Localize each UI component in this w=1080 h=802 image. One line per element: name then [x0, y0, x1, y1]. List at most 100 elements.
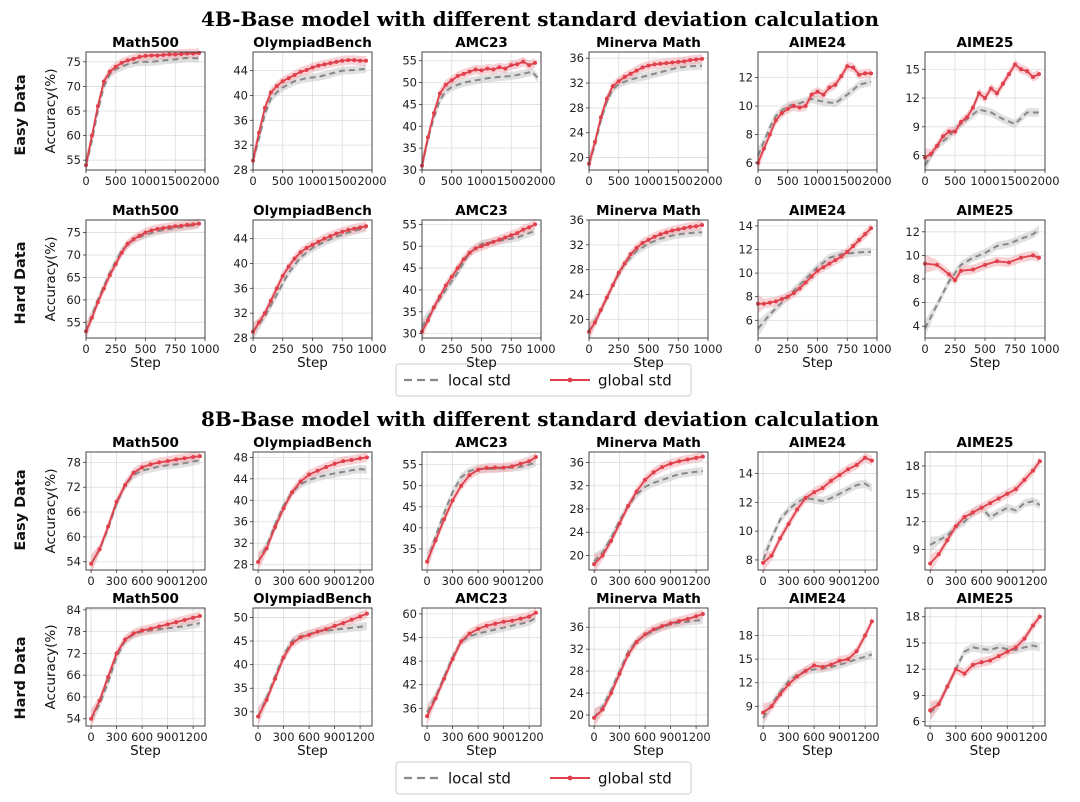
panel-title: AMC23: [455, 203, 508, 219]
data-point-global: [936, 552, 941, 557]
data-point-global: [479, 244, 484, 249]
y-tick-label: 6: [913, 296, 920, 310]
data-point-global: [501, 465, 506, 470]
y-tick-label: 15: [905, 62, 920, 76]
data-point-global: [340, 58, 345, 63]
x-tick-label: 1500: [328, 174, 357, 188]
data-point-global: [604, 96, 609, 101]
data-point-global: [604, 295, 609, 300]
data-point-global: [113, 64, 118, 69]
x-tick-label: 600: [298, 730, 320, 744]
x-tick-label: 0: [418, 342, 425, 356]
data-point-global: [592, 320, 597, 325]
x-tick-label: 250: [272, 342, 294, 356]
panel-amc23-easy: 0 300 600 900 1200 35 40 45 50 55 AMC23: [402, 435, 543, 588]
data-point-global: [869, 71, 874, 76]
data-point-global: [518, 616, 523, 621]
data-point-global: [676, 59, 681, 64]
x-axis-label: Step: [297, 355, 328, 371]
data-point-global: [264, 698, 269, 703]
data-point-global: [493, 621, 498, 626]
data-point-global: [437, 294, 442, 299]
data-point-global: [609, 691, 614, 696]
data-point-global: [161, 52, 166, 57]
data-point-global: [149, 53, 154, 58]
data-point-global: [316, 63, 321, 68]
data-point-global: [700, 454, 705, 459]
data-point-global: [503, 235, 508, 240]
y-tick-label: 45: [233, 634, 248, 648]
x-tick-label: 250: [777, 342, 799, 356]
data-point-global: [497, 65, 502, 70]
panel-title: Math500: [112, 591, 179, 607]
x-tick-label: 1000: [862, 342, 891, 356]
data-point-global: [533, 455, 538, 460]
data-point-global: [1031, 74, 1035, 79]
data-point-global: [1013, 62, 1017, 67]
data-point-global: [165, 622, 170, 627]
data-point-global: [455, 266, 460, 271]
data-point-global: [846, 467, 851, 472]
y-tick-label: 54: [402, 631, 417, 645]
data-point-global: [677, 459, 682, 464]
global-std-band: [422, 219, 536, 341]
data-point-global: [833, 258, 838, 263]
data-point-global: [622, 74, 627, 79]
x-tick-label: 750: [164, 342, 186, 356]
x-tick-label: 900: [324, 730, 346, 744]
data-point-global: [123, 483, 128, 488]
data-point-global: [1022, 477, 1027, 482]
y-tick-label: 10: [738, 524, 753, 538]
data-point-global: [274, 286, 279, 291]
panel-math500-easy: 0 500 1000 1500 2000 55 60 65 70 75 Math500 Accurac…: [43, 35, 220, 188]
y-tick-label: 65: [66, 104, 81, 118]
plot-frame: [421, 607, 542, 727]
x-axis-label: Step: [970, 743, 1001, 759]
x-tick-label: 500: [272, 174, 294, 188]
data-point-global: [167, 225, 172, 230]
data-point-global: [821, 92, 826, 97]
panel-aime25-hard: 0 300 600 900 1200 6 9 12 15 18 AIME25 Step: [905, 591, 1047, 759]
panel-title: Minerva Math: [596, 435, 701, 451]
panel-title: Math500: [112, 203, 179, 219]
data-point-global: [332, 623, 337, 628]
panel-math500-easy: 0 300 600 900 1200 54 60 66 72 78 Math500 Accuracy(…: [43, 435, 208, 588]
x-tick-label: 1200: [1018, 730, 1047, 744]
y-tick-label: 60: [66, 530, 81, 544]
data-point-global: [358, 225, 363, 230]
data-point-global: [857, 72, 862, 77]
data-point-global: [988, 501, 993, 506]
data-point-global: [953, 667, 958, 672]
plot-frame: [924, 607, 1046, 727]
x-tick-label: 1200: [514, 574, 543, 588]
data-point-global: [315, 468, 320, 473]
data-point-global: [527, 614, 532, 619]
panel-olympiadbench-easy: 0 500 1000 1500 2000 28 32 36 40 44 OlympiadBench: [233, 35, 386, 188]
y-tick-label: 28: [569, 664, 584, 678]
data-point-global: [827, 85, 832, 90]
x-tick-label: 900: [829, 574, 851, 588]
data-point-global: [670, 228, 675, 233]
y-tick-label: 6: [913, 715, 920, 729]
data-point-global: [1031, 623, 1035, 628]
data-point-global: [533, 610, 538, 615]
data-point-global: [167, 52, 172, 57]
x-tick-label: 0: [921, 174, 928, 188]
data-point-global: [945, 538, 950, 543]
data-point-global: [527, 225, 532, 230]
y-tick-label: 9: [913, 543, 920, 557]
series-line-local: [762, 482, 873, 561]
plot-frame: [757, 607, 878, 727]
panel-minerva-math-easy: 0 300 600 900 1200 20 24 28 32 36 Minerva Math: [569, 435, 710, 588]
data-point-global: [173, 52, 178, 57]
x-tick-label: 0: [590, 574, 597, 588]
y-tick-label: 60: [402, 607, 417, 621]
x-tick-label: 2000: [693, 174, 722, 188]
data-point-global: [863, 633, 868, 638]
x-tick-label: 600: [634, 574, 656, 588]
x-tick-label: 0: [82, 342, 89, 356]
data-point-global: [131, 470, 136, 475]
y-tick-label: 32: [233, 306, 248, 320]
y-tick-label: 28: [569, 263, 584, 277]
y-tick-label: 28: [233, 558, 248, 572]
